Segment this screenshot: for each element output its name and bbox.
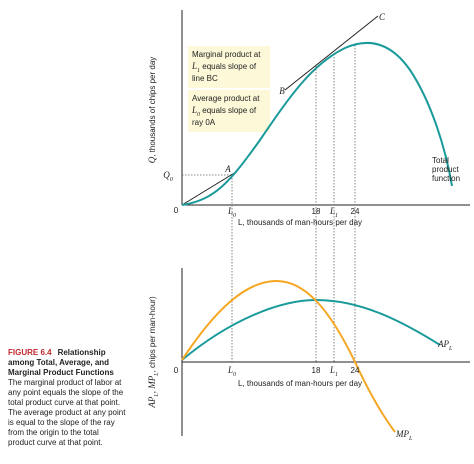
- point-label: A: [224, 164, 231, 174]
- origin: 0: [174, 206, 179, 215]
- caption-line: The marginal product of labor at: [8, 378, 122, 387]
- y-axis-label: Q, thousands of chips per day: [147, 57, 157, 164]
- curve-label: function: [432, 174, 460, 183]
- note-box: [188, 46, 270, 88]
- note-line: Marginal product at: [192, 50, 261, 59]
- x-tick-label: 24: [351, 207, 360, 216]
- caption-line: total product curve at that point.: [8, 398, 120, 407]
- y-axis-label: APL, MPL, chips per man-hour): [147, 296, 160, 409]
- x-axis-label: L, thousands of man-hours per day: [238, 218, 362, 227]
- x-tick-label: L1: [329, 365, 338, 378]
- note-line: L0 equals slope of: [191, 105, 257, 118]
- q0-label: Q0: [163, 170, 173, 183]
- curve-label: Total: [432, 156, 449, 165]
- note-line: ray 0A: [192, 118, 216, 127]
- x-tick-label: 18: [312, 207, 321, 216]
- x-axis-label: L, thousands of man-hours per day: [238, 379, 362, 388]
- x-tick-label: L0: [227, 365, 236, 378]
- caption-line: any point equals the slope of the: [8, 388, 124, 397]
- caption-line: The average product at any point: [8, 408, 126, 417]
- note-line: Average product at: [192, 94, 260, 103]
- note-box: [188, 90, 270, 132]
- note-line: L1 equals slope of: [191, 61, 257, 74]
- x-tick-label: L0: [227, 206, 236, 219]
- ap-label: APL: [437, 339, 453, 352]
- point-label: B: [279, 86, 285, 96]
- caption-line: is equal to the slope of the ray: [8, 418, 115, 427]
- point-label: C: [379, 12, 386, 22]
- caption-line: product curve at that point.: [8, 438, 103, 447]
- caption-line: from the origin to the total: [8, 428, 99, 437]
- x-tick-label: 24: [351, 366, 360, 375]
- x-tick-label: L1: [329, 206, 338, 219]
- note-line: line BC: [192, 74, 218, 83]
- ray-0a: [181, 171, 237, 206]
- mp-curve: [181, 279, 396, 433]
- origin: 0: [174, 366, 179, 375]
- curve-label: product: [432, 165, 459, 174]
- total-product-curve: [181, 41, 453, 206]
- x-tick-label: 18: [312, 366, 321, 375]
- caption-title: among Total, Average, and: [8, 358, 109, 367]
- mp-label: MPL: [395, 429, 413, 442]
- line-bc: [284, 15, 379, 91]
- caption-title: Marginal Product Functions: [8, 368, 114, 377]
- caption-title: FIGURE 6.4 Relationship: [8, 348, 106, 357]
- ap-curve: [181, 298, 441, 361]
